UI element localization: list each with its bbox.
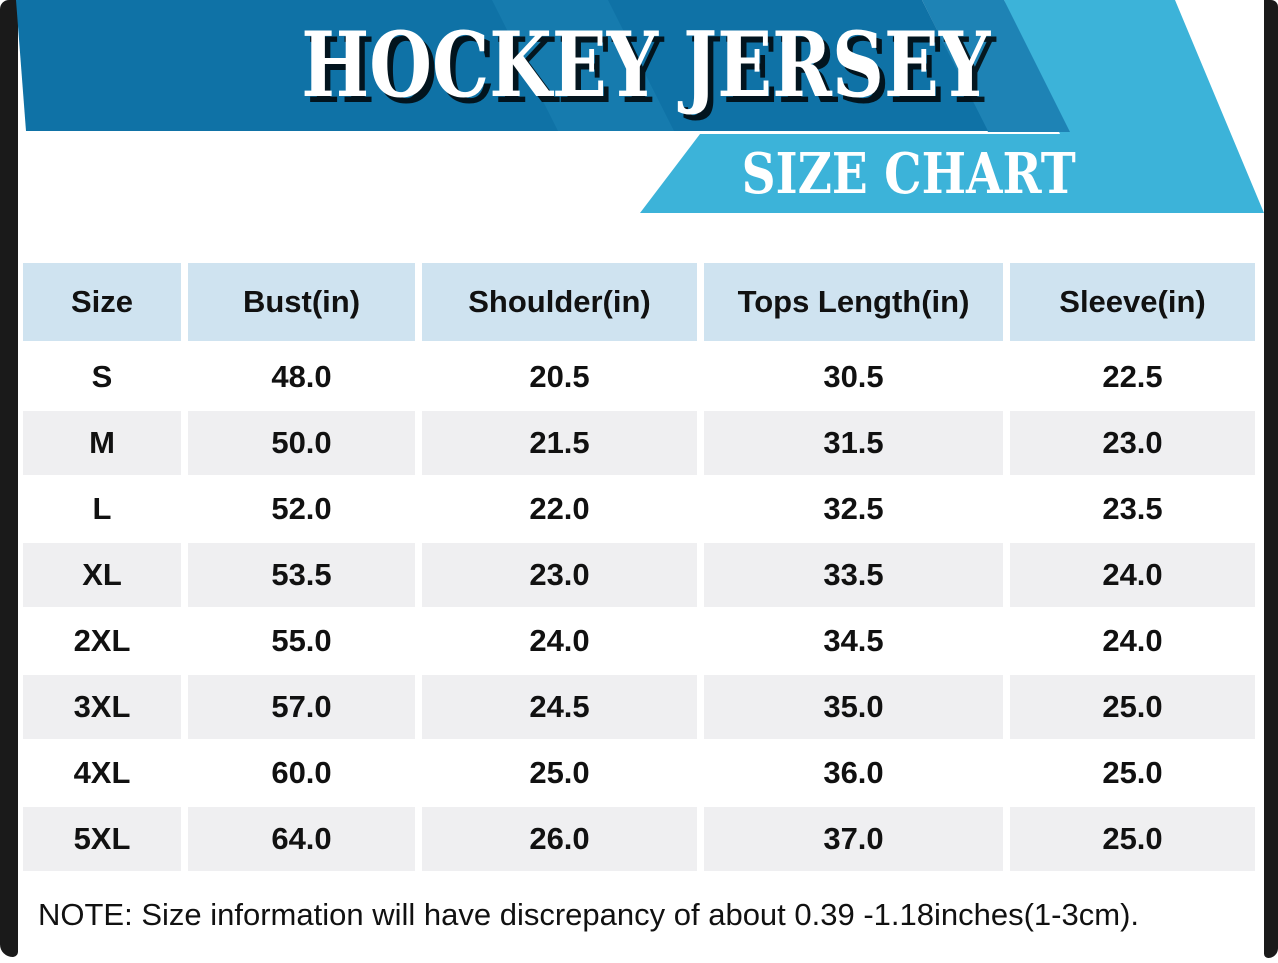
measurement-cell: 25.0 <box>1010 675 1255 739</box>
measurement-cell: 53.5 <box>188 543 415 607</box>
measurement-cell: 55.0 <box>188 609 415 673</box>
measurement-cell: 21.5 <box>422 411 697 475</box>
measurement-cell: 37.0 <box>704 807 1003 871</box>
table-row: XL 53.5 23.0 33.5 24.0 <box>23 543 1255 607</box>
measurement-cell: 23.0 <box>1010 411 1255 475</box>
note-text: NOTE: Size information will have discrep… <box>38 897 1139 932</box>
title-banner-shape <box>16 0 988 131</box>
measurement-cell: 35.0 <box>704 675 1003 739</box>
left-frame-bar <box>0 0 18 957</box>
header-banner <box>16 0 1264 213</box>
size-label-cell: 3XL <box>23 675 181 739</box>
banner-accent-strip <box>492 0 674 131</box>
measurement-cell: 33.5 <box>704 543 1003 607</box>
measurement-cell: 24.0 <box>422 609 697 673</box>
measurement-cell: 25.0 <box>1010 741 1255 805</box>
size-label-cell: 4XL <box>23 741 181 805</box>
medium-accent-strip <box>922 0 1070 132</box>
size-label-cell: S <box>23 345 181 409</box>
table-row: 5XL 64.0 26.0 37.0 25.0 <box>23 807 1255 871</box>
size-label-cell: M <box>23 411 181 475</box>
size-label-cell: 2XL <box>23 609 181 673</box>
column-header: Tops Length(in) <box>704 263 1003 341</box>
table-row: 2XL 55.0 24.0 34.5 24.0 <box>23 609 1255 673</box>
size-chart-label: SIZE CHART <box>741 141 1076 207</box>
size-label-cell: L <box>23 477 181 541</box>
light-ribbon-shape <box>640 0 1264 213</box>
table-row: 3XL 57.0 24.5 35.0 25.0 <box>23 675 1255 739</box>
table-header-row: Size Bust(in) Shoulder(in) Tops Length(in) S… <box>23 263 1255 341</box>
table-row: M 50.0 21.5 31.5 23.0 <box>23 411 1255 475</box>
measurement-cell: 30.5 <box>704 345 1003 409</box>
measurement-cell: 22.0 <box>422 477 697 541</box>
measurement-cell: 52.0 <box>188 477 415 541</box>
measurement-cell: 60.0 <box>188 741 415 805</box>
measurement-cell: 48.0 <box>188 345 415 409</box>
measurement-cell: 25.0 <box>422 741 697 805</box>
measurement-cell: 23.0 <box>422 543 697 607</box>
measurement-cell: 50.0 <box>188 411 415 475</box>
right-frame-bar <box>1264 0 1278 958</box>
measurement-cell: 24.0 <box>1010 543 1255 607</box>
column-header: Size <box>23 263 181 341</box>
column-header: Sleeve(in) <box>1010 263 1255 341</box>
measurement-cell: 24.5 <box>422 675 697 739</box>
page-title: HOCKEY JERSEY <box>301 12 991 118</box>
measurement-cell: 64.0 <box>188 807 415 871</box>
size-label-cell: XL <box>23 543 181 607</box>
column-header: Shoulder(in) <box>422 263 697 341</box>
table-row: 4XL 60.0 25.0 36.0 25.0 <box>23 741 1255 805</box>
measurement-cell: 25.0 <box>1010 807 1255 871</box>
measurement-cell: 20.5 <box>422 345 697 409</box>
size-table: Size Bust(in) Shoulder(in) Tops Length(in) S… <box>23 263 1255 873</box>
table-row: L 52.0 22.0 32.5 23.5 <box>23 477 1255 541</box>
measurement-cell: 32.5 <box>704 477 1003 541</box>
measurement-cell: 57.0 <box>188 675 415 739</box>
measurement-cell: 36.0 <box>704 741 1003 805</box>
measurement-cell: 24.0 <box>1010 609 1255 673</box>
measurement-cell: 34.5 <box>704 609 1003 673</box>
measurement-cell: 22.5 <box>1010 345 1255 409</box>
column-header: Bust(in) <box>188 263 415 341</box>
size-label-cell: 5XL <box>23 807 181 871</box>
table-row: S 48.0 20.5 30.5 22.5 <box>23 345 1255 409</box>
measurement-cell: 31.5 <box>704 411 1003 475</box>
measurement-cell: 26.0 <box>422 807 697 871</box>
measurement-cell: 23.5 <box>1010 477 1255 541</box>
